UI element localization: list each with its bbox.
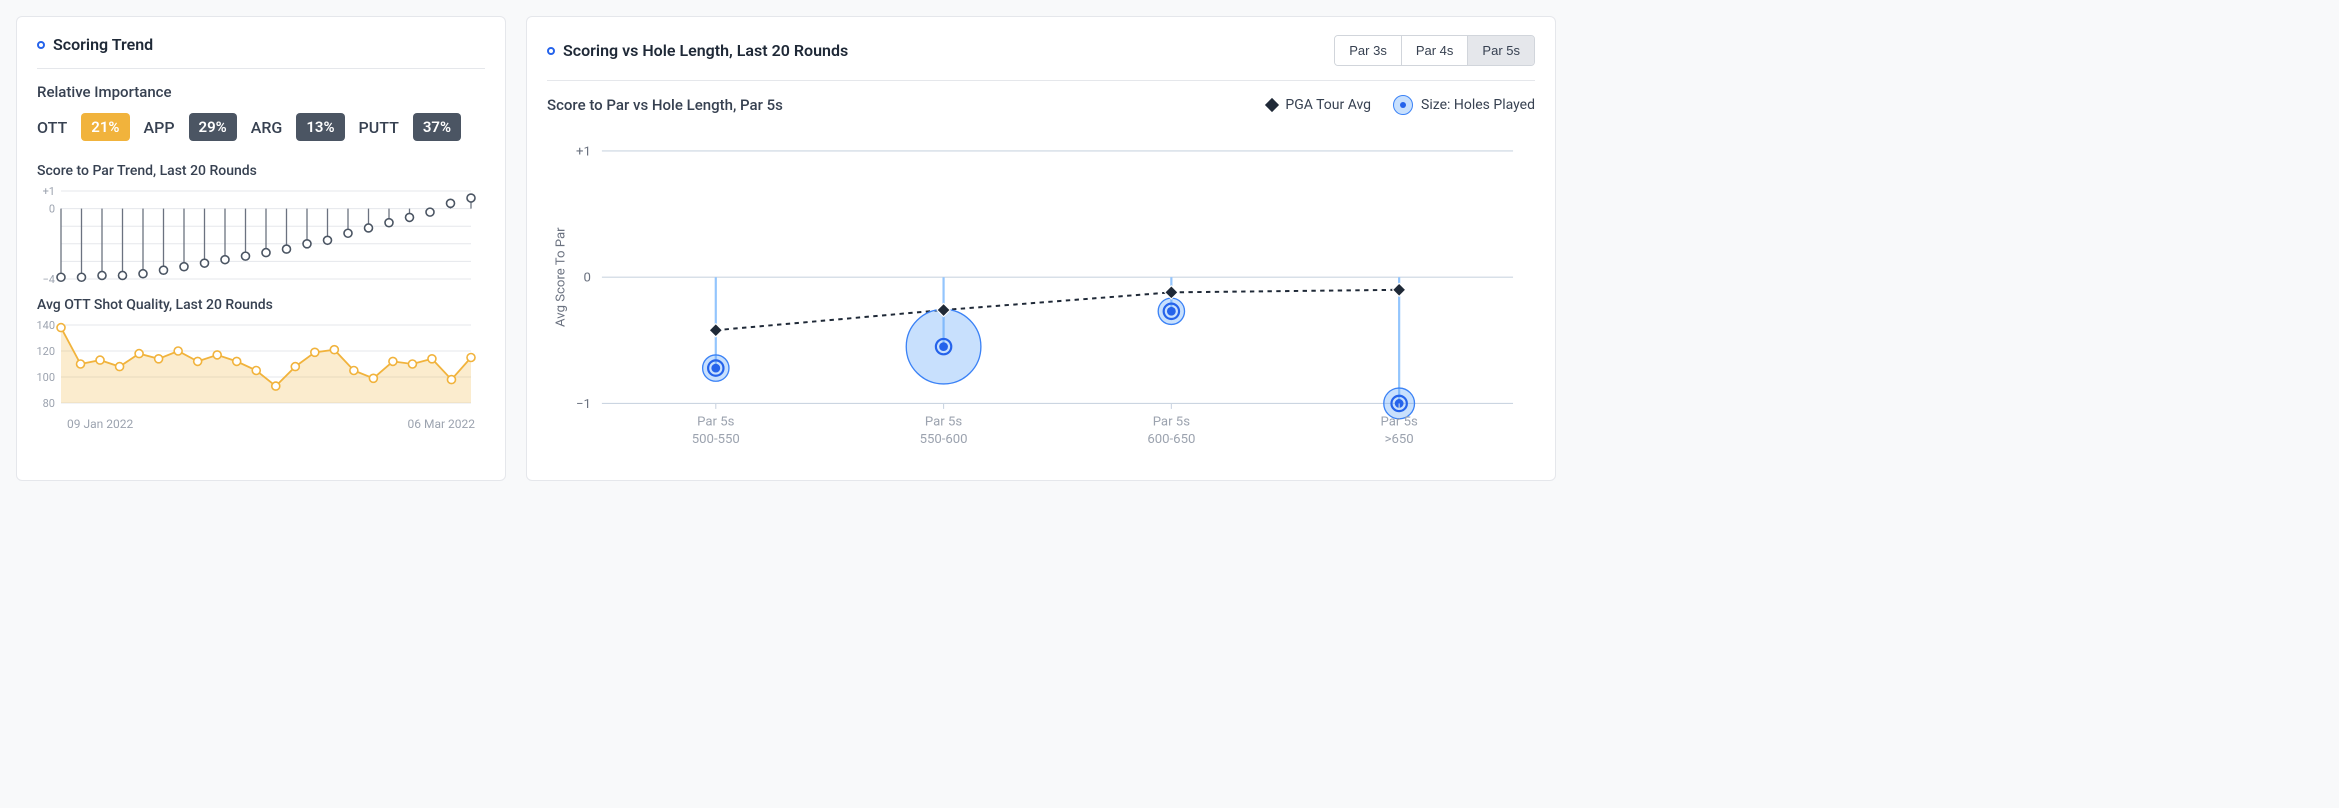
hole-length-chart: +1 0 −1 Avg Score To Par Par 5s 500-550 Par 5s… (547, 129, 1535, 458)
svg-text:100: 100 (37, 371, 55, 384)
svg-text:120: 120 (37, 345, 55, 358)
svg-text:0: 0 (584, 271, 591, 286)
scoring-vs-length-card: Scoring vs Hole Length, Last 20 Rounds P… (526, 16, 1556, 481)
legend-tour-avg: PGA Tour Avg (1267, 97, 1371, 113)
score-trend-chart: +1 0 −4 (37, 185, 477, 285)
diamond-icon (1265, 98, 1279, 112)
legend-size-label: Size: Holes Played (1421, 97, 1535, 113)
par-tab[interactable]: Par 3s (1335, 36, 1402, 65)
svg-text:−1: −1 (576, 397, 591, 412)
importance-label: PUTT (359, 118, 399, 137)
svg-text:−4: −4 (43, 273, 55, 285)
par-tab[interactable]: Par 4s (1402, 36, 1469, 65)
svg-text:600-650: 600-650 (1147, 432, 1195, 447)
importance-label: ARG (251, 118, 283, 137)
svg-text:Par 5s: Par 5s (1153, 414, 1191, 429)
par-tabs: Par 3sPar 4sPar 5s (1334, 35, 1535, 66)
svg-text:550-600: 550-600 (920, 432, 968, 447)
relative-importance-label: Relative Importance (37, 83, 485, 101)
svg-text:Avg Score To Par: Avg Score To Par (554, 227, 569, 327)
legend-tour-avg-label: PGA Tour Avg (1285, 97, 1371, 113)
chart-subtitle: Score to Par vs Hole Length, Par 5s (547, 96, 783, 114)
ott-trend-title: Avg OTT Shot Quality, Last 20 Rounds (37, 297, 485, 313)
bubble-icon (1393, 95, 1413, 115)
svg-text:140: 140 (37, 319, 55, 332)
importance-badge: 29% (189, 113, 237, 141)
score-trend-title: Score to Par Trend, Last 20 Rounds (37, 163, 485, 179)
svg-text:80: 80 (43, 397, 55, 409)
scoring-vs-length-title: Scoring vs Hole Length, Last 20 Rounds (547, 41, 848, 60)
svg-text:Par 5s: Par 5s (1380, 414, 1418, 429)
scoring-trend-title: Scoring Trend (37, 35, 153, 54)
importance-label: APP (144, 118, 175, 137)
par-tab[interactable]: Par 5s (1468, 36, 1534, 65)
bullet-icon (37, 41, 45, 49)
svg-text:>650: >650 (1385, 432, 1414, 447)
svg-text:+1: +1 (43, 185, 55, 198)
importance-label: OTT (37, 118, 67, 137)
importance-badge: 21% (81, 113, 129, 141)
svg-text:500-550: 500-550 (692, 432, 740, 447)
svg-text:Par 5s: Par 5s (925, 414, 963, 429)
date-end: 06 Mar 2022 (408, 417, 476, 431)
scoring-trend-card: Scoring Trend Relative Importance OTT 21%… (16, 16, 506, 481)
importance-badge: 37% (413, 113, 461, 141)
svg-text:Par 5s: Par 5s (697, 414, 735, 429)
ott-trend-chart: 140 120 100 80 (37, 319, 477, 409)
importance-badge: 13% (296, 113, 344, 141)
importance-row: OTT 21% APP 29% ARG 13% PUTT 37% (37, 113, 485, 141)
card-title-text: Scoring vs Hole Length, Last 20 Rounds (563, 41, 848, 60)
date-start: 09 Jan 2022 (67, 417, 133, 431)
svg-text:0: 0 (49, 203, 55, 216)
svg-text:+1: +1 (576, 144, 591, 159)
card-title-text: Scoring Trend (53, 35, 153, 54)
bullet-icon (547, 47, 555, 55)
date-range: 09 Jan 2022 06 Mar 2022 (37, 413, 485, 431)
legend-size: Size: Holes Played (1393, 95, 1535, 115)
